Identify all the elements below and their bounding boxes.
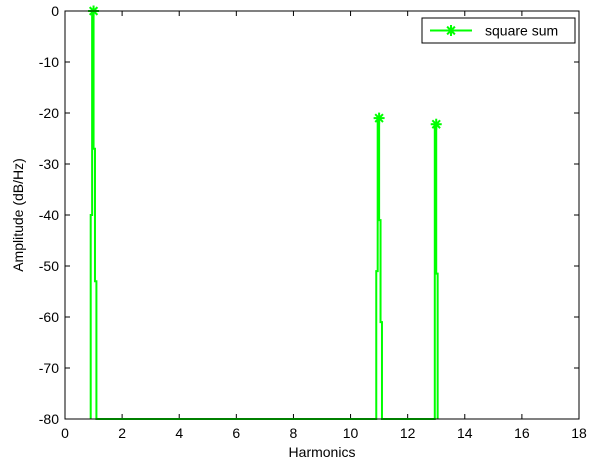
series-line-square-sum (89, 10, 439, 420)
legend-entry-square-sum: square sum (485, 23, 558, 39)
x-tick-label: 18 (571, 425, 587, 441)
plot-frame (64, 10, 580, 420)
y-tick-label: -60 (39, 309, 59, 325)
x-tick-label: 8 (290, 425, 298, 441)
x-tick-label: 4 (175, 425, 183, 441)
y-tick-label: -80 (39, 411, 59, 427)
y-tick-labels: 0 -10 -20 -30 -40 -50 -60 -70 -80 (39, 3, 59, 427)
x-tick-label: 14 (457, 425, 473, 441)
legend-asterisk-icon (445, 25, 457, 36)
x-tick-labels: 0 2 4 6 8 10 12 14 16 18 (61, 425, 587, 441)
x-tick-label: 6 (232, 425, 240, 441)
plot-area (65, 11, 579, 419)
data-point-marker (430, 118, 442, 130)
y-tick-label: -30 (39, 156, 59, 172)
data-point-marker (373, 112, 385, 124)
x-tick-label: 0 (61, 425, 69, 441)
series-layer (88, 5, 442, 420)
y-tick-label: -40 (39, 207, 59, 223)
legend: square sum (421, 17, 576, 44)
x-tick-label: 10 (343, 425, 359, 441)
legend-marker-icon (445, 25, 457, 36)
y-tick-label: 0 (51, 3, 59, 19)
y-tick-label: -20 (39, 105, 59, 121)
y-tick-label: -10 (39, 54, 59, 70)
y-tick-label: -50 (39, 258, 59, 274)
x-tick-label: 12 (400, 425, 416, 441)
y-tick-label: -70 (39, 360, 59, 376)
x-axis-label: Harmonics (289, 444, 356, 460)
x-tick-label: 16 (514, 425, 530, 441)
x-tick-label: 2 (118, 425, 126, 441)
y-axis-label: Amplitude (dB/Hz) (10, 158, 26, 272)
